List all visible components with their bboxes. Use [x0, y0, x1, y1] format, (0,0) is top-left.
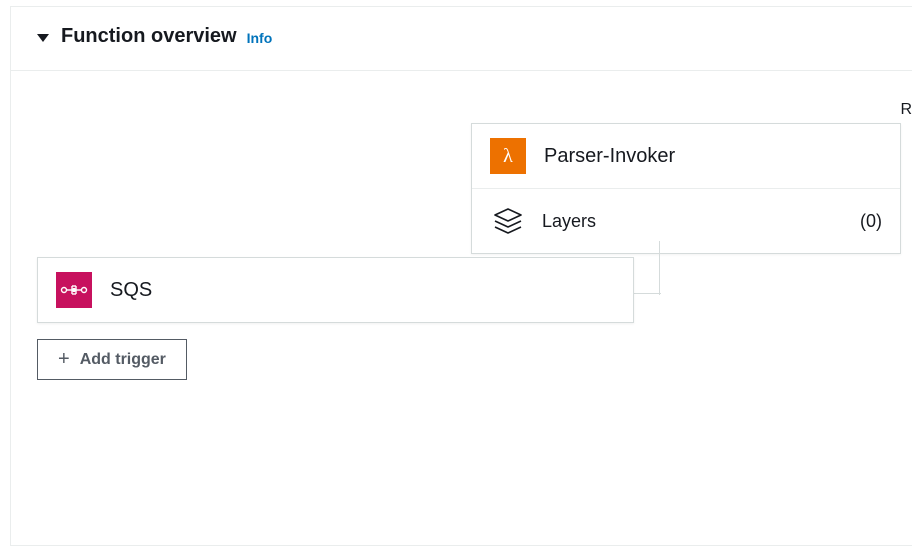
plus-icon: + — [58, 348, 70, 371]
panel-title: Function overview — [61, 25, 237, 48]
connector-vertical — [659, 241, 660, 295]
layers-row[interactable]: Layers (0) — [472, 189, 900, 253]
caret-down-icon — [37, 34, 49, 42]
trigger-card[interactable]: SQS — [37, 257, 634, 323]
layers-label: Layers — [542, 211, 860, 232]
trigger-service-name: SQS — [110, 279, 152, 302]
lambda-icon: λ — [490, 138, 526, 174]
add-trigger-button[interactable]: + Add trigger — [37, 339, 187, 380]
layers-count: (0) — [860, 211, 882, 232]
overview-canvas: R λ Parser-Invoker — [11, 71, 912, 531]
function-name-row[interactable]: λ Parser-Invoker — [472, 124, 900, 189]
connector-horizontal — [631, 293, 661, 294]
function-name: Parser-Invoker — [544, 145, 675, 168]
panel-header[interactable]: Function overview Info — [11, 7, 912, 71]
sqs-icon — [56, 272, 92, 308]
layers-icon — [490, 203, 526, 239]
truncated-side-label: R — [900, 101, 912, 119]
function-overview-panel: Function overview Info R λ Parser-Invoke… — [10, 6, 912, 546]
lambda-glyph: λ — [503, 145, 513, 168]
function-card[interactable]: λ Parser-Invoker Layers (0) — [471, 123, 901, 254]
add-trigger-label: Add trigger — [80, 351, 166, 369]
info-link[interactable]: Info — [247, 30, 273, 46]
